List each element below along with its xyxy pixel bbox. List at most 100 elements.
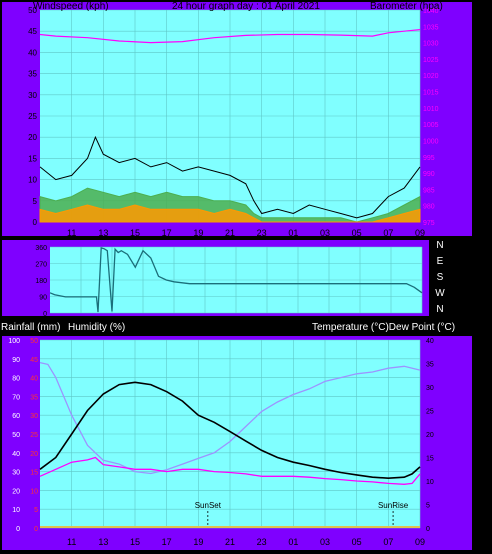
compass-label: W: [435, 288, 445, 299]
rainfall-tick-label: 0: [34, 526, 38, 533]
sun-event-label: SunRise: [378, 501, 409, 510]
barometer-tick-label: 1000: [423, 138, 439, 145]
windspeed-tick-label: 30: [28, 91, 37, 100]
bottom-x-tick-label: 19: [193, 537, 203, 547]
top-x-tick-label: 09: [415, 228, 425, 238]
temperature-tick-label: 10: [426, 479, 434, 486]
barometer-tick-label: 1040: [423, 8, 439, 15]
temperature-tick-label: 30: [426, 385, 434, 392]
top-x-tick-label: 05: [352, 228, 362, 238]
windspeed-tick-label: 25: [28, 112, 37, 121]
humidity-tick-label: 30: [12, 470, 20, 477]
compass-label: E: [437, 256, 444, 267]
sun-event-label: SunSet: [195, 501, 222, 510]
barometer-tick-label: 1030: [423, 41, 439, 48]
chart-title: 24 hour graph day : 01 April 2021: [172, 1, 320, 12]
barometer-tick-label: 985: [423, 187, 435, 194]
direction-tick-label: 360: [35, 245, 47, 252]
bottom-x-tick-label: 07: [383, 537, 393, 547]
top-x-tick-label: 21: [225, 228, 235, 238]
top-x-tick-label: 15: [130, 228, 140, 238]
rainfall-tick-label: 5: [34, 507, 38, 514]
barometer-tick-label: 1010: [423, 106, 439, 113]
rainfall-axis-title: Rainfall (mm): [1, 322, 60, 333]
rainfall-tick-label: 35: [30, 394, 38, 401]
humidity-tick-label: 80: [12, 376, 20, 383]
bottom-x-tick-label: 21: [225, 537, 235, 547]
bottom-x-tick-label: 09: [415, 537, 425, 547]
top-x-tick-label: 03: [320, 228, 330, 238]
rainfall-tick-label: 30: [30, 413, 38, 420]
rainfall-tick-label: 45: [30, 357, 38, 364]
barometer-tick-label: 995: [423, 155, 435, 162]
bottom-x-tick-label: 01: [288, 537, 298, 547]
windspeed-tick-label: 35: [28, 70, 37, 79]
humidity-tick-label: 50: [12, 432, 20, 439]
bottom-x-tick-label: 23: [257, 537, 267, 547]
pressure-line: [39, 29, 421, 44]
bottom-x-tick-label: 05: [352, 537, 362, 547]
direction-tick-label: 0: [43, 311, 47, 318]
top-x-tick-label: 23: [257, 228, 267, 238]
windspeed-tick-label: 15: [28, 154, 37, 163]
bottom-x-tick-label: 15: [130, 537, 140, 547]
windspeed-tick-label: 20: [28, 133, 37, 142]
windspeed-tick-label: 50: [28, 6, 37, 15]
wind-average-area: [39, 204, 421, 223]
top-x-tick-label: 13: [98, 228, 108, 238]
temperature-tick-label: 40: [426, 338, 434, 345]
wind-pressure-chart: 0510152025303540455097598098599099510001…: [28, 6, 439, 238]
barometer-tick-label: 975: [423, 220, 435, 227]
temperature-tick-label: 15: [426, 456, 434, 463]
temperature-tick-label: 25: [426, 409, 434, 416]
humidity-line: [39, 361, 421, 475]
wind-direction-line: [49, 247, 423, 313]
humidity-tick-label: 100: [8, 338, 20, 345]
rainfall-tick-label: 25: [30, 432, 38, 439]
compass-label: N: [436, 304, 443, 315]
barometer-tick-label: 1005: [423, 122, 439, 129]
barometer-tick-label: 980: [423, 204, 435, 211]
temperature-tick-label: 5: [426, 503, 430, 510]
rainfall-tick-label: 10: [30, 488, 38, 495]
direction-tick-label: 270: [35, 262, 47, 269]
barometer-tick-label: 1025: [423, 57, 439, 64]
compass-label: N: [436, 240, 443, 251]
humidity-axis-title: Humidity (%): [68, 322, 125, 333]
barometer-axis-title: Barometer (hpa): [370, 1, 443, 12]
rainfall-tick-label: 40: [30, 376, 38, 383]
temperature-tick-label: 20: [426, 432, 434, 439]
humidity-tick-label: 10: [12, 507, 20, 514]
windspeed-tick-label: 45: [28, 27, 37, 36]
windspeed-tick-label: 0: [33, 218, 38, 227]
direction-tick-label: 90: [39, 295, 47, 302]
windspeed-tick-label: 10: [28, 176, 37, 185]
bottom-x-tick-label: 13: [98, 537, 108, 547]
humidity-tick-label: 60: [12, 413, 20, 420]
barometer-tick-label: 1020: [423, 73, 439, 80]
windspeed-tick-label: 5: [33, 197, 38, 206]
temperature-axis-title: Temperature (°C)Dew Point (°C): [312, 322, 455, 333]
dew-point-line: [39, 456, 421, 485]
temperature-tick-label: 35: [426, 362, 434, 369]
rainfall-tick-label: 15: [30, 470, 38, 477]
compass-label: S: [437, 272, 444, 283]
rainfall-tick-label: 20: [30, 451, 38, 458]
temperature-line: [39, 381, 421, 480]
humidity-tick-label: 70: [12, 394, 20, 401]
bottom-x-tick-label: 11: [67, 537, 76, 547]
top-x-tick-label: 01: [288, 228, 298, 238]
wind-gust-line: [39, 135, 421, 219]
windspeed-tick-label: 40: [28, 48, 37, 57]
humidity-tick-label: 90: [12, 357, 20, 364]
rainfall-tick-label: 50: [30, 338, 38, 345]
top-x-tick-label: 07: [383, 228, 393, 238]
humidity-tick-label: 20: [12, 488, 20, 495]
humidity-tick-label: 40: [12, 451, 20, 458]
top-x-tick-label: 17: [162, 228, 172, 238]
humidity-tick-label: 0: [16, 526, 20, 533]
barometer-tick-label: 990: [423, 171, 435, 178]
temperature-tick-label: 0: [426, 526, 430, 533]
